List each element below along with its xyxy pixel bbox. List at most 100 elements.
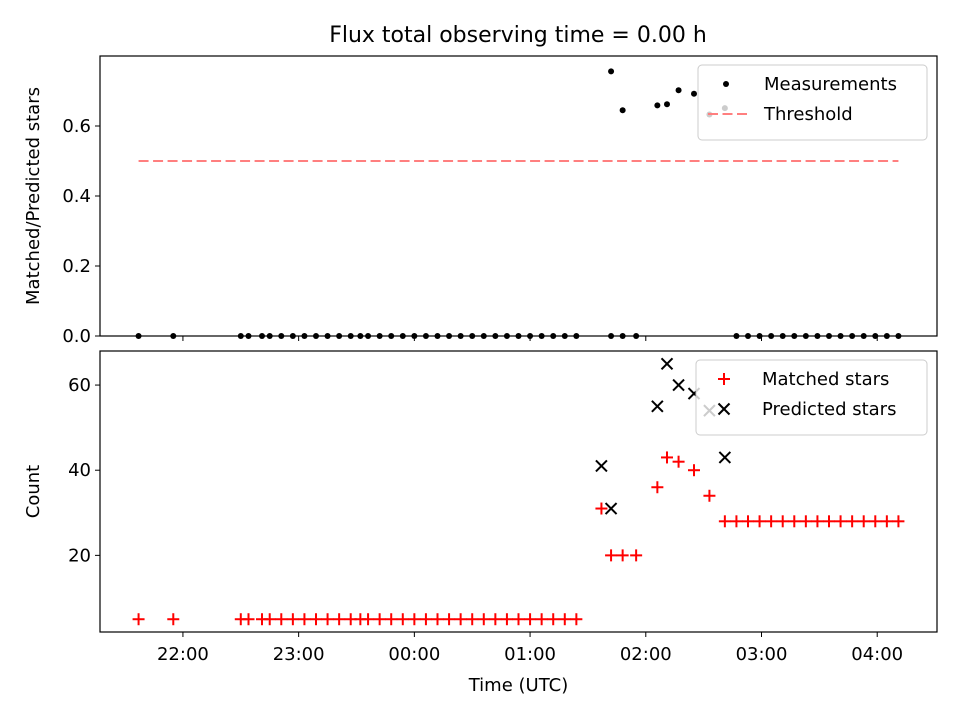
data-point (512, 613, 525, 626)
x-tick-label: 03:00 (736, 644, 788, 665)
data-point-b (660, 357, 674, 370)
data-point (333, 613, 346, 626)
data-point (275, 613, 288, 626)
data-point (654, 102, 661, 109)
data-point (396, 613, 409, 626)
legend-handle-marker-b (717, 402, 731, 416)
data-point (242, 613, 255, 626)
y-tick-label: 60 (68, 375, 91, 396)
series-0-2 (608, 68, 626, 114)
legend-label: Matched stars (762, 369, 889, 390)
data-point-b (672, 378, 685, 392)
data-point (776, 515, 789, 528)
data-point (524, 613, 537, 626)
data-point (869, 515, 882, 528)
data-point (834, 515, 847, 528)
legend-label: Predicted stars (762, 399, 896, 420)
data-point (419, 613, 432, 626)
data-point (765, 515, 778, 528)
data-point (454, 613, 467, 626)
data-point (310, 613, 322, 626)
data-point (605, 549, 618, 562)
data-point (660, 357, 674, 370)
data-point (718, 451, 732, 464)
data-point (651, 481, 664, 494)
data-point (132, 613, 145, 626)
axes-frame (99, 350, 938, 633)
data-point (558, 613, 571, 626)
y-tick-label: 0.2 (62, 256, 91, 277)
data-point (263, 613, 276, 626)
x-tick-label: 00:00 (388, 644, 440, 665)
data-point (608, 68, 615, 75)
y-axis-label: Matched/Predicted stars (23, 87, 44, 305)
data-point (630, 549, 643, 562)
data-point (595, 502, 608, 515)
legend-handle-marker (718, 373, 730, 385)
data-point (675, 87, 682, 94)
data-point (616, 549, 629, 562)
x-tick-label: 22:00 (157, 644, 209, 665)
data-point (823, 515, 835, 528)
data-point-b (651, 400, 664, 413)
bottom-panel: 22:00 23:00 00:00 01:00 02:00 03:00 04:00 20 40 6… (23, 350, 938, 696)
legend-box (695, 359, 928, 436)
data-point (167, 613, 180, 626)
legend: Matched stars Predicted stars (695, 359, 928, 436)
series-1-0 (132, 451, 905, 626)
y-tick-label: 0.6 (62, 116, 91, 137)
data-point (535, 613, 548, 626)
data-point (286, 613, 299, 626)
data-point (703, 489, 716, 502)
data-point (651, 400, 664, 413)
data-point (857, 515, 870, 528)
data-point (466, 613, 479, 626)
data-point (880, 515, 893, 528)
y-tick-label: 20 (68, 545, 91, 566)
data-point (730, 515, 743, 528)
data-point (619, 107, 626, 114)
data-point (846, 515, 859, 528)
data-point (298, 613, 311, 626)
data-point (570, 613, 583, 626)
x-tick-label: 01:00 (504, 644, 556, 665)
data-point (799, 515, 812, 528)
data-point (385, 613, 398, 626)
data-point-b (604, 502, 618, 515)
data-point (664, 101, 670, 108)
legend: Measurements Threshold (697, 64, 928, 141)
y-tick-label: 0.4 (62, 186, 91, 207)
legend-label: Measurements (764, 74, 897, 95)
data-point (691, 90, 697, 97)
data-point (443, 613, 456, 626)
x-axis-label: Time (UTC) (468, 675, 569, 696)
data-point (431, 613, 444, 626)
data-point (753, 515, 766, 528)
data-point-b (595, 459, 608, 473)
data-point (688, 464, 700, 477)
data-point (604, 502, 618, 515)
data-point (362, 613, 375, 626)
data-point-b (718, 451, 732, 464)
data-point (672, 455, 685, 468)
chart-title: Flux total observing time = 0.00 h (329, 23, 707, 48)
legend-label: Threshold (763, 104, 853, 125)
data-point (373, 613, 386, 626)
data-point (489, 613, 502, 626)
top-panel: 0.0 0.2 0.4 0.6 Matched/Predicted stars Measu… (23, 55, 938, 347)
data-point (718, 515, 731, 528)
legend-handle-marker (717, 402, 731, 416)
data-point (788, 515, 801, 528)
data-point (500, 613, 513, 626)
data-point (408, 613, 421, 626)
data-point (892, 515, 905, 528)
x-tick-label: 04:00 (851, 644, 903, 665)
data-point (595, 459, 608, 473)
data-point (811, 515, 824, 528)
x-tick-label: 02:00 (620, 644, 672, 665)
legend-box (697, 64, 928, 141)
x-tick-label: 23:00 (273, 644, 325, 665)
axes-frame (99, 55, 938, 337)
series-0-0 (135, 87, 902, 339)
